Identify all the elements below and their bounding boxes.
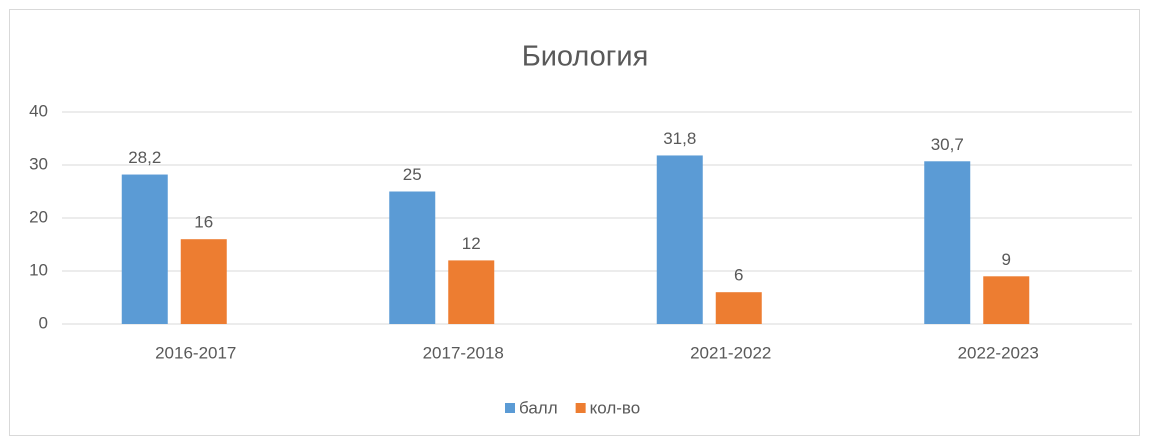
legend-swatch [575,403,586,413]
data-label: 6 [734,266,743,285]
bar [656,155,703,324]
y-tick-label: 40 [29,101,48,120]
bar [121,174,168,324]
bar [448,260,495,324]
x-tick-label: 2021-2022 [690,343,771,362]
data-label: 9 [1002,250,1011,269]
x-tick-label: 2022-2023 [958,343,1039,362]
legend-label: кол-во [590,398,641,417]
legend-swatch [505,403,515,413]
bar [389,191,436,324]
x-tick-label: 2017-2018 [423,343,504,362]
bar [983,276,1030,324]
y-tick-label: 10 [29,260,48,279]
data-label: 25 [403,165,422,184]
data-label: 28,2 [128,148,161,167]
bar [715,292,762,324]
chart-title: Биология [522,41,649,73]
data-label: 12 [462,234,481,253]
data-label: 31,8 [663,129,696,148]
y-tick-label: 0 [39,313,48,332]
data-label: 30,7 [931,135,964,154]
legend-label: балл [519,398,558,417]
data-label: 16 [194,213,213,232]
bar [924,161,971,324]
y-tick-label: 30 [29,154,48,173]
x-tick-label: 2016-2017 [155,343,236,362]
y-tick-label: 20 [29,207,48,226]
bar [180,239,227,324]
